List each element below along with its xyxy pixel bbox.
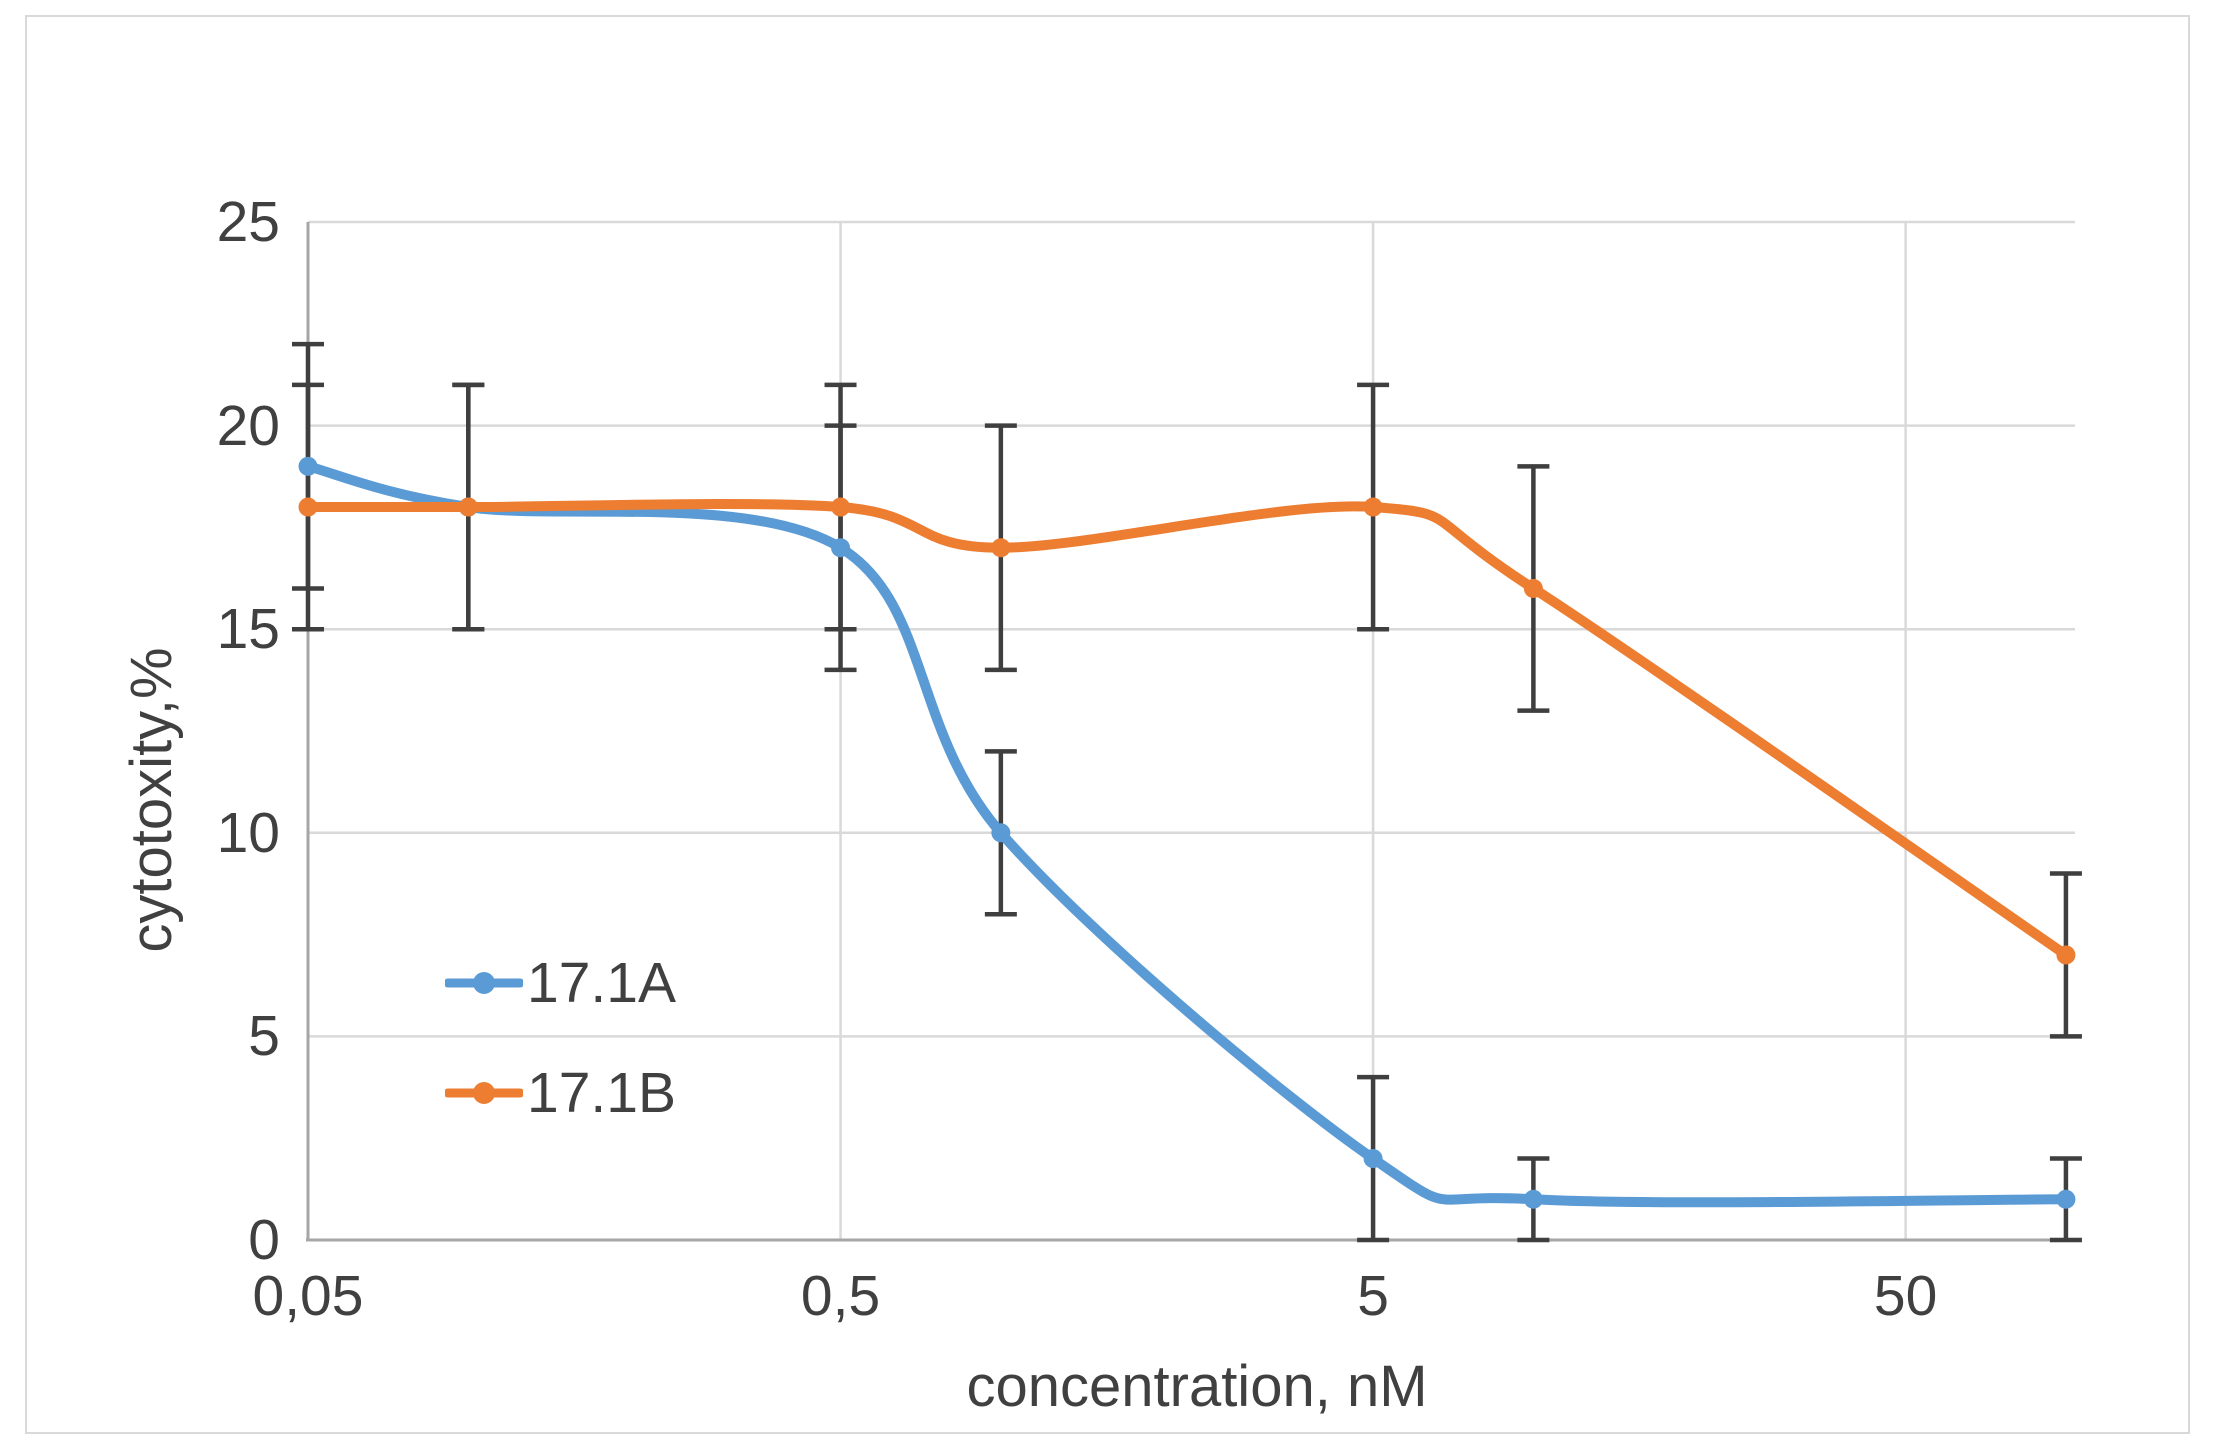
data-point-marker [2056,945,2076,965]
y-tick-label: 20 [216,393,280,458]
x-axis-title: concentration, nM [966,1354,1428,1419]
data-point-marker [298,456,318,476]
legend-label: 17.1A [527,951,676,1015]
legend-item-17.1B: 17.1B [445,1058,676,1128]
y-tick-label: 5 [248,1004,280,1069]
y-tick-label: 25 [216,190,280,254]
gridlines [308,220,2075,1240]
data-point-marker [1523,1189,1543,1209]
data-point-marker [298,497,318,517]
y-axis-title: cytotoxity,% [119,647,184,953]
data-point-marker [991,823,1011,843]
x-tick-label: 0,5 [800,1264,881,1328]
y-tick-label: 15 [216,597,280,662]
data-point-marker [2056,1189,2076,1209]
y-tick-label: 10 [216,800,280,865]
legend-label: 17.1B [527,1061,676,1125]
legend-line-sample [445,1082,523,1104]
data-point-marker [831,497,851,517]
series-markers-17.1B [298,497,2076,965]
x-tick-label: 5 [1357,1264,1389,1328]
legend: 17.1A 17.1B [445,948,676,1168]
data-point-marker [1523,578,1543,598]
legend-item-17.1A: 17.1A [445,948,676,1018]
y-tick-label: 0 [248,1208,280,1272]
data-point-marker [991,538,1011,558]
data-point-marker [831,538,851,558]
series-line-17.1B [303,499,2071,960]
data-point-marker [458,497,478,517]
legend-line-sample [445,972,523,994]
data-point-marker [1363,497,1383,517]
data-point-marker [1363,1149,1383,1169]
series-line-17.1A [303,461,2071,1208]
x-tick-label: 0,05 [252,1264,364,1328]
x-tick-label: 50 [1873,1264,1938,1328]
